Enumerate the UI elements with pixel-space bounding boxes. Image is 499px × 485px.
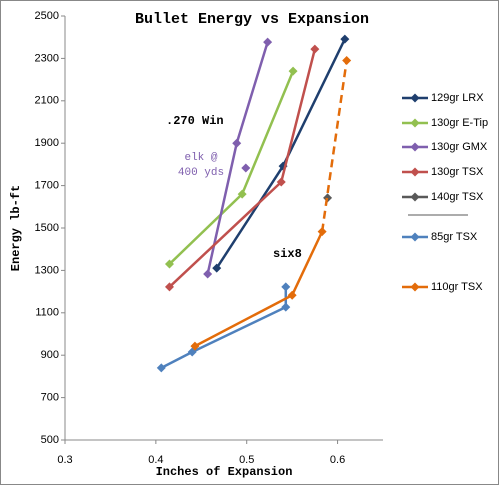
point: [263, 37, 273, 47]
legend-marker: [410, 118, 420, 128]
y-tick-label: 700: [41, 392, 59, 404]
legend-label: 130gr GMX: [431, 141, 488, 153]
legend-label: 130gr TSX: [431, 166, 484, 178]
point: [287, 290, 297, 300]
y-tick-label: 1100: [35, 307, 59, 319]
legend-label: 129gr LRX: [431, 92, 484, 104]
point: [317, 227, 327, 237]
point: [203, 269, 213, 279]
point: [232, 138, 242, 148]
y-tick-label: 500: [41, 434, 59, 446]
series-line: [160, 286, 288, 370]
legend-marker: [410, 282, 420, 292]
y-tick-label: 1500: [35, 222, 59, 234]
x-axis-label: Inches of Expansion: [156, 465, 293, 479]
legend-marker: [410, 93, 420, 103]
y-tick-label: 1700: [35, 180, 59, 192]
point: [323, 193, 333, 203]
point: [340, 34, 350, 44]
legend-label: 140gr TSX: [431, 191, 484, 203]
point: [212, 263, 222, 273]
annotation: six8: [273, 247, 302, 261]
legend-label: 130gr E-Tip: [431, 117, 488, 129]
series-line-dashed: [320, 60, 348, 232]
y-tick-label: 1300: [35, 264, 59, 276]
y-tick-label: 1900: [35, 137, 59, 149]
point: [288, 66, 298, 76]
y-tick-label: 2100: [35, 95, 59, 107]
point: [276, 177, 286, 187]
legend-marker: [410, 142, 420, 152]
point: [156, 363, 166, 373]
annotation-point: [241, 163, 251, 173]
point: [190, 341, 200, 351]
legend-marker: [410, 192, 420, 202]
x-tick-label: 0.5: [239, 454, 254, 466]
point: [237, 189, 247, 199]
legend-marker: [410, 232, 420, 242]
chart-title: Bullet Energy vs Expansion: [135, 11, 369, 28]
point: [281, 282, 291, 292]
legend-label: 110gr TSX: [431, 281, 483, 293]
annotation: elk @: [184, 152, 217, 164]
point: [310, 44, 320, 54]
y-axis-label: Energy lb-ft: [9, 185, 23, 271]
annotation: 400 yds: [178, 167, 224, 179]
point: [164, 282, 174, 292]
annotation: .270 Win: [166, 114, 224, 128]
legend-label: 85gr TSX: [431, 231, 478, 243]
point: [281, 302, 291, 312]
y-tick-label: 900: [41, 349, 59, 361]
y-tick-label: 2500: [35, 10, 59, 22]
legend-marker: [410, 167, 420, 177]
x-tick-label: 0.6: [330, 454, 345, 466]
point: [164, 259, 174, 269]
x-tick-label: 0.3: [57, 454, 72, 466]
point: [342, 56, 352, 66]
y-tick-label: 2300: [35, 52, 59, 64]
x-tick-label: 0.4: [148, 454, 163, 466]
